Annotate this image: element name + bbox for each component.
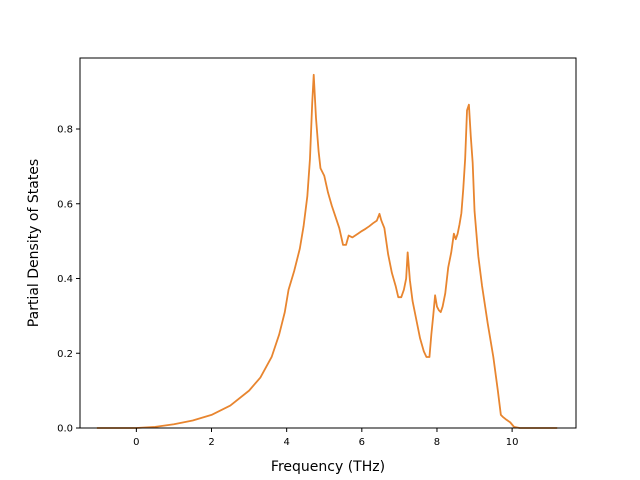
x-tick-label: 2: [208, 437, 214, 448]
plot-layer: [96, 73, 558, 429]
y-axis-ticks: 0.0 0.2 0.4 0.6 0.8: [57, 125, 80, 435]
y-tick-label: 0.0: [57, 424, 73, 435]
x-tick-label: 10: [506, 437, 519, 448]
series-line-0: [96, 73, 558, 429]
y-tick-label: 0.4: [57, 274, 73, 285]
x-axis-label: Frequency (THz): [271, 459, 385, 475]
y-axis-label: Partial Density of States: [26, 159, 42, 327]
y-tick-label: 0.6: [57, 199, 73, 210]
axes-frame: [79, 57, 577, 429]
x-tick-label: 6: [359, 437, 365, 448]
x-tick-label: 0: [133, 437, 139, 448]
y-tick-label: 0.8: [57, 125, 73, 136]
x-tick-label: 4: [283, 437, 289, 448]
x-axis-ticks: 0 2 4 6 8 10: [133, 428, 518, 448]
x-tick-label: 8: [434, 437, 440, 448]
y-tick-label: 0.2: [57, 349, 73, 360]
